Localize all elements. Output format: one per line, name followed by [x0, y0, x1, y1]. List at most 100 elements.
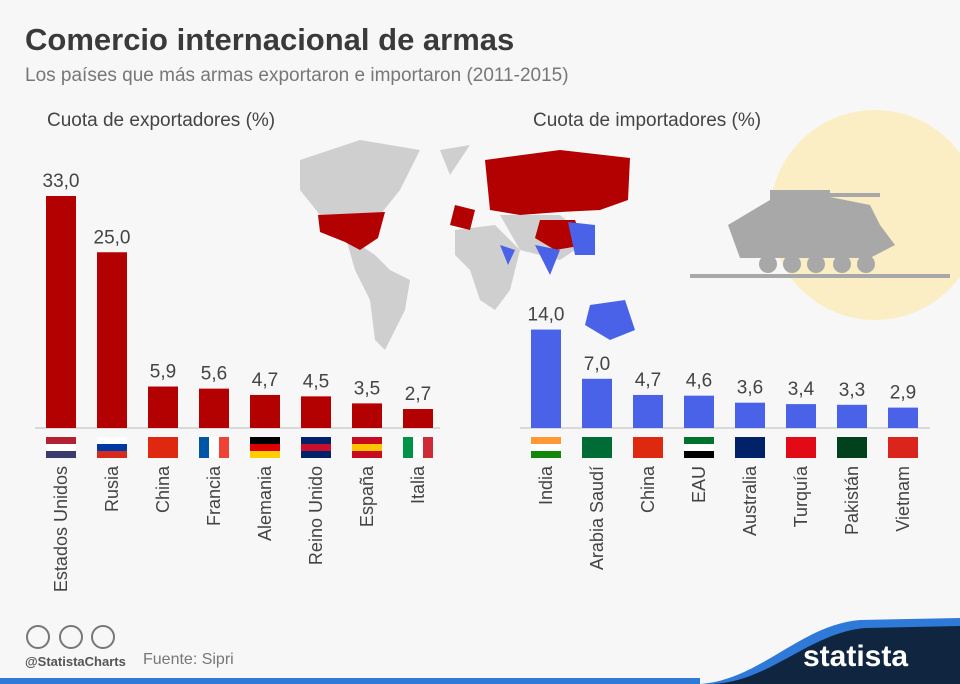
value-label: 3,3 — [839, 380, 865, 401]
value-label: 2,9 — [890, 383, 916, 404]
uk-flag-icon — [301, 437, 331, 444]
italy-flag-icon — [413, 437, 423, 458]
value-label: 2,7 — [405, 384, 431, 405]
value-label: 3,4 — [788, 379, 815, 400]
bar — [837, 404, 867, 428]
turkey-flag-icon — [786, 451, 816, 458]
china-flag-icon — [148, 451, 178, 458]
category-label: Australia — [740, 465, 760, 536]
china-flag-icon — [633, 437, 663, 444]
bar — [786, 404, 816, 428]
turkey-flag-icon — [786, 444, 816, 451]
importers-title: Cuota de importadores (%) — [533, 110, 762, 131]
category-label: Estados Unidos — [51, 466, 71, 592]
vietnam-flag-icon — [888, 437, 918, 444]
value-label: 3,6 — [737, 378, 763, 399]
category-label: Rusia — [102, 465, 122, 512]
category-label: Vietnam — [893, 466, 913, 532]
india-flag-icon — [531, 444, 561, 451]
value-label: 33,0 — [43, 171, 80, 192]
russia-flag-icon — [97, 451, 127, 458]
bar — [633, 394, 663, 428]
bar — [531, 329, 561, 428]
saudi-arabia-flag-icon — [582, 451, 612, 458]
germany-flag-icon — [250, 451, 280, 458]
value-label: 7,0 — [584, 354, 610, 375]
category-label: Alemania — [255, 465, 275, 541]
germany-flag-icon — [250, 444, 280, 451]
vietnam-flag-icon — [888, 444, 918, 451]
category-label: Turquía — [791, 465, 811, 527]
bar — [301, 396, 331, 428]
france-flag-icon — [199, 437, 209, 458]
bar — [46, 196, 76, 428]
pakistan-flag-icon — [837, 451, 867, 458]
bar — [199, 388, 229, 428]
page-subtitle: Los países que más armas exportaron e im… — [25, 65, 569, 86]
china-flag-icon — [633, 451, 663, 458]
category-label: Francia — [204, 465, 224, 526]
india-flag-icon — [531, 437, 561, 444]
category-label: Arabia Saudí — [587, 466, 607, 570]
italy-flag-icon — [403, 437, 413, 458]
value-label: 25,0 — [94, 227, 131, 248]
category-label: EAU — [689, 466, 709, 503]
france-flag-icon — [209, 437, 219, 458]
twitter-handle: @StatistaCharts — [25, 654, 126, 669]
exporters-title: Cuota de exportadores (%) — [47, 110, 276, 131]
saudi-arabia-flag-icon — [582, 444, 612, 451]
bar — [250, 394, 280, 428]
pakistan-flag-icon — [837, 437, 867, 444]
spain-flag-icon — [352, 437, 382, 444]
bar — [735, 402, 765, 428]
australia-flag-icon — [735, 444, 765, 451]
map-importers — [500, 222, 635, 340]
value-label: 4,5 — [303, 371, 329, 392]
category-label: China — [638, 465, 658, 513]
uk-flag-icon — [301, 451, 331, 458]
statista-logo: statista — [803, 640, 909, 673]
bar — [684, 395, 714, 428]
value-label: 4,6 — [686, 371, 712, 392]
china-flag-icon — [148, 437, 178, 444]
bar — [148, 386, 178, 428]
india-flag-icon — [531, 451, 561, 458]
china-flag-icon — [148, 444, 178, 451]
category-label: Reino Unido — [306, 466, 326, 565]
turkey-flag-icon — [786, 437, 816, 444]
category-label: Pakistán — [842, 466, 862, 535]
category-label: China — [153, 465, 173, 513]
spain-flag-icon — [352, 451, 382, 458]
bar — [352, 403, 382, 428]
russia-flag-icon — [97, 437, 127, 444]
value-label: 5,6 — [201, 364, 227, 385]
australia-flag-icon — [735, 451, 765, 458]
value-label: 3,5 — [354, 378, 380, 399]
spain-flag-icon — [352, 444, 382, 451]
value-label: 14,0 — [528, 305, 565, 326]
uk-flag-icon — [301, 444, 331, 451]
value-label: 5,9 — [150, 362, 176, 383]
cc-license-icons — [26, 625, 115, 649]
australia-flag-icon — [735, 437, 765, 444]
china-flag-icon — [633, 444, 663, 451]
value-label: 4,7 — [635, 370, 661, 391]
page-title: Comercio internacional de armas — [25, 22, 515, 57]
bar — [97, 252, 127, 428]
tank-icon — [690, 190, 950, 278]
bar — [403, 409, 433, 428]
category-label: India — [536, 465, 556, 505]
france-flag-icon — [219, 437, 229, 458]
value-label: 4,7 — [252, 370, 278, 391]
us-flag-icon — [46, 437, 76, 444]
bar — [888, 407, 918, 428]
uae-flag-icon — [684, 437, 714, 444]
germany-flag-icon — [250, 437, 280, 444]
uae-flag-icon — [684, 451, 714, 458]
bar — [582, 378, 612, 428]
uae-flag-icon — [684, 444, 714, 451]
us-flag-icon — [46, 451, 76, 458]
category-label: España — [357, 465, 377, 527]
